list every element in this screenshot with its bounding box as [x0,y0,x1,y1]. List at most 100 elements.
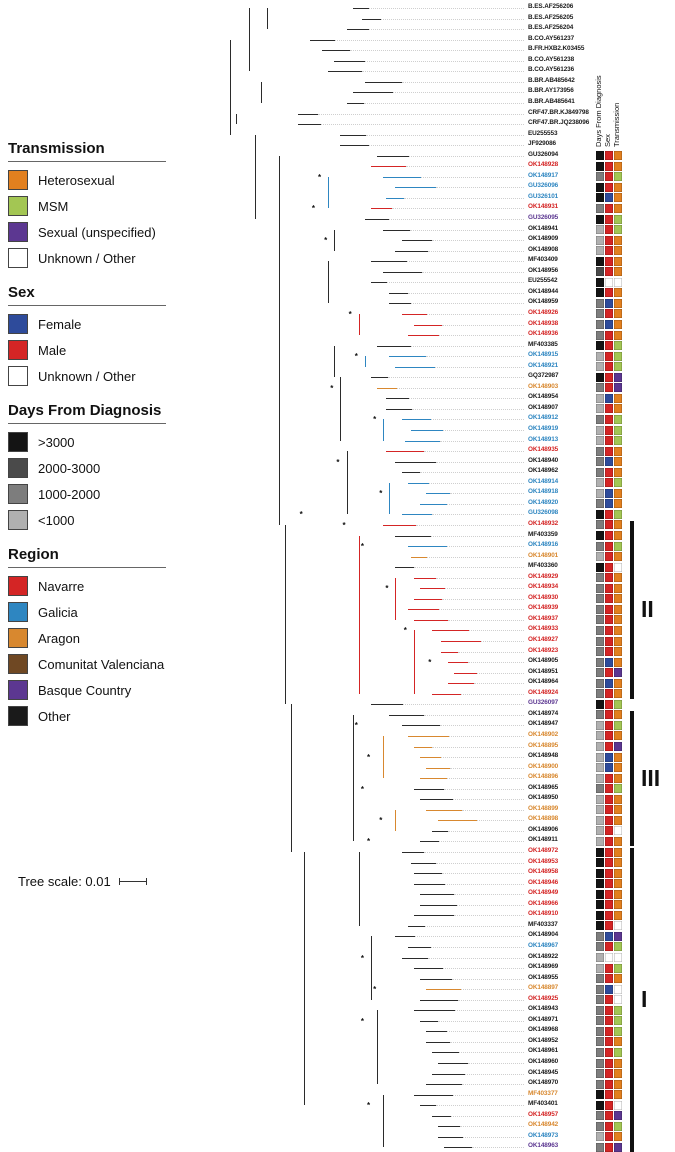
legend-item: Navarre [8,576,213,596]
spine-line [328,261,330,304]
taxon-label: GU326094 [528,150,559,158]
days-cell [596,931,604,941]
branch-line [364,219,389,220]
legend-item-label: 1000-2000 [38,486,101,502]
days-cell [596,784,604,794]
taxon-label: OK148944 [528,287,559,295]
legend-swatch [8,484,28,504]
clade-label: I [641,986,648,1013]
taxon-label: GU326098 [528,509,559,517]
taxon-label: OK148911 [528,836,558,844]
days-cell [596,889,604,899]
sex-cell [605,372,613,382]
transmission-cell [614,151,622,161]
sex-cell [605,794,613,804]
leader-line [460,1126,524,1128]
taxon-label: MF403337 [528,920,558,928]
branch-line [371,282,387,284]
taxon-label: OK148947 [528,720,559,728]
taxon-label: OK148943 [528,1005,559,1013]
branch-line [340,145,370,147]
taxon-label: OK148941 [528,224,559,232]
taxon-label: OK148957 [528,1110,559,1118]
days-cell [596,214,604,224]
sex-cell [605,509,613,519]
transmission-cell [614,425,622,435]
days-cell [596,256,604,266]
leader-line [369,145,524,147]
leader-line [423,852,524,853]
branch-line [389,303,412,305]
leader-line [438,841,524,843]
legend-item: Comunitat Valenciana [8,654,213,674]
transmission-cell [614,942,622,952]
days-cell [596,172,604,182]
legend-item-label: Basque Country [38,682,132,698]
leader-line [443,788,524,790]
bootstrap-asterisk: * [354,721,358,731]
leader-line [403,704,524,706]
days-cell [596,341,604,351]
annotation-header: Sex [603,134,612,147]
days-cell [596,953,604,962]
days-cell [596,1069,604,1079]
taxon-label: OK148924 [528,688,559,696]
days-cell [596,594,604,604]
spine-line [413,630,415,694]
branch-line [386,398,410,400]
leader-line [448,830,524,832]
sex-cell [605,1121,613,1131]
leader-line [350,50,524,52]
leader-line [453,894,524,896]
legend-item: >3000 [8,432,213,452]
branch-line [346,29,369,31]
transmission-cell [614,1100,622,1110]
days-cell [596,879,604,889]
branch-line [407,482,429,484]
leader-line [463,1136,524,1138]
spine-line [334,229,336,251]
days-cell [596,425,604,435]
spine-line [358,535,360,694]
taxon-label: OK148899 [528,804,559,812]
legend-item-label: Galicia [38,604,78,620]
bootstrap-asterisk: * [360,542,364,552]
sex-cell [605,573,613,583]
transmission-cell [614,499,622,509]
days-cell [596,710,604,720]
taxon-label: MF403385 [528,340,558,348]
branch-line [352,8,369,9]
tree-scale-bar [118,878,147,885]
legend-title-sex: Sex [8,284,166,306]
days-cell [596,1142,604,1152]
branch-line [413,883,445,885]
sex-cell [605,710,613,720]
days-cell [596,604,604,614]
branch-line [401,472,420,474]
branch-line [438,820,478,822]
transmission-cell [614,161,622,171]
sex-cell [605,161,613,171]
taxon-label: OK148972 [528,847,559,854]
leader-line [447,619,524,621]
legend-item: <1000 [8,510,213,530]
transmission-cell [614,657,622,667]
sex-cell [605,784,613,794]
sex-cell [605,1016,613,1026]
transmission-cell [614,763,622,773]
spine-line [371,936,372,1000]
branch-line [401,725,440,727]
spine-line [383,419,385,441]
legend-item: Unknown / Other [8,248,213,268]
sex-cell [605,773,613,783]
taxon-label: OK148923 [528,646,559,654]
days-cell [596,583,604,593]
sex-cell [605,499,613,509]
days-cell [596,963,604,973]
branch-line [395,250,429,252]
bootstrap-asterisk: * [324,236,328,246]
leader-line [468,1063,524,1064]
legend-item: Heterosexual [8,170,213,190]
sex-cell [605,541,613,551]
days-cell [596,858,604,868]
